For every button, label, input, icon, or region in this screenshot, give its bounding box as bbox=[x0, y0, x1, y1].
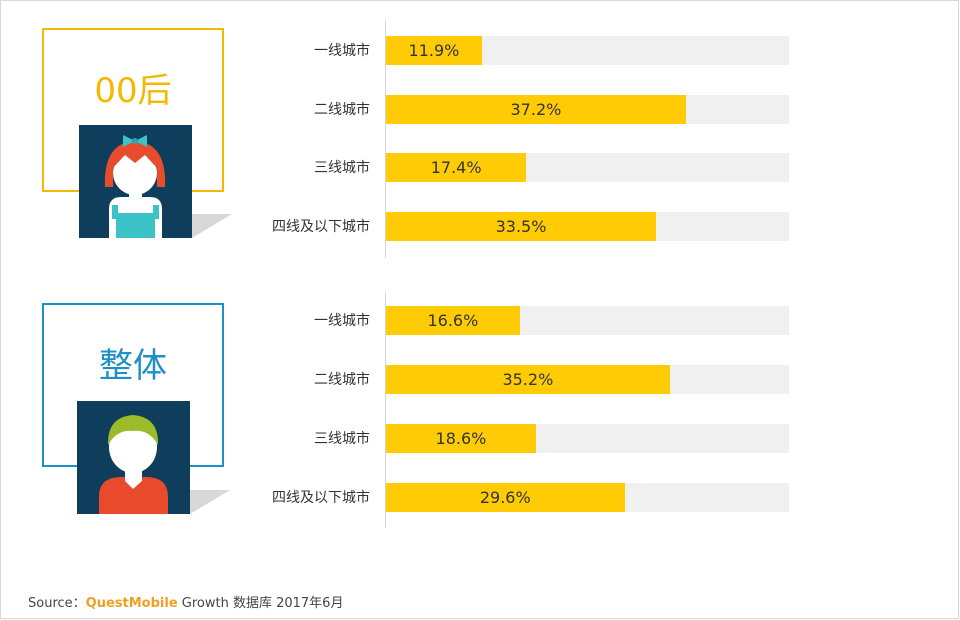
group-label-zhengti: 整体 bbox=[99, 346, 167, 386]
bar-value-label: 17.4% bbox=[430, 158, 482, 178]
bar bbox=[386, 483, 625, 512]
bar bbox=[386, 212, 656, 242]
bar-track: 11.9% bbox=[386, 36, 789, 65]
bar-track: 35.2% bbox=[386, 365, 789, 394]
category-label: 一线城市 bbox=[314, 43, 370, 59]
bar bbox=[386, 365, 670, 394]
bar-track: 16.6% bbox=[386, 306, 789, 335]
bar bbox=[386, 153, 527, 183]
bar-value-label: 37.2% bbox=[510, 99, 562, 119]
category-label: 三线城市 bbox=[314, 160, 370, 177]
category-label: 一线城市 bbox=[314, 313, 370, 329]
bar bbox=[386, 306, 520, 335]
category-label: 四线及以下城市 bbox=[272, 219, 370, 236]
bar-track: 17.4% bbox=[386, 153, 789, 183]
bar bbox=[386, 94, 686, 124]
bar-value-label: 33.5% bbox=[495, 217, 547, 237]
avatar-shadow bbox=[192, 214, 232, 238]
category-label: 二线城市 bbox=[314, 372, 370, 388]
bar bbox=[386, 424, 536, 453]
bar-value-label: 35.2% bbox=[502, 370, 554, 389]
group-label-00hou: 00后 bbox=[94, 71, 172, 111]
girl-red-hair-icon bbox=[79, 125, 192, 238]
axis-line bbox=[385, 292, 386, 528]
source-prefix: Source： bbox=[28, 596, 86, 611]
bar-track: 33.5% bbox=[386, 212, 789, 242]
source-suffix: Growth 数据库 2017年6月 bbox=[177, 596, 344, 611]
source-brand: QuestMobile bbox=[85, 596, 178, 611]
category-label: 四线及以下城市 bbox=[272, 490, 370, 506]
group-box-zhengti: 整体 bbox=[42, 303, 224, 467]
bar-value-label: 16.6% bbox=[427, 311, 479, 330]
avatar-shadow bbox=[190, 490, 230, 514]
source-note: Source：QuestMobile Growth 数据库 2017年6月 bbox=[28, 592, 343, 611]
bar-track: 29.6% bbox=[386, 483, 789, 512]
axis-line bbox=[385, 20, 386, 258]
bar-value-label: 29.6% bbox=[479, 488, 531, 507]
category-label: 三线城市 bbox=[314, 431, 370, 447]
bar-value-label: 11.9% bbox=[408, 41, 460, 60]
bar-track: 37.2% bbox=[386, 94, 789, 124]
bar bbox=[386, 36, 482, 65]
bar-value-label: 18.6% bbox=[435, 429, 487, 448]
bar-track: 18.6% bbox=[386, 424, 789, 453]
category-label: 二线城市 bbox=[314, 101, 370, 118]
person-green-hair-icon bbox=[77, 401, 190, 514]
